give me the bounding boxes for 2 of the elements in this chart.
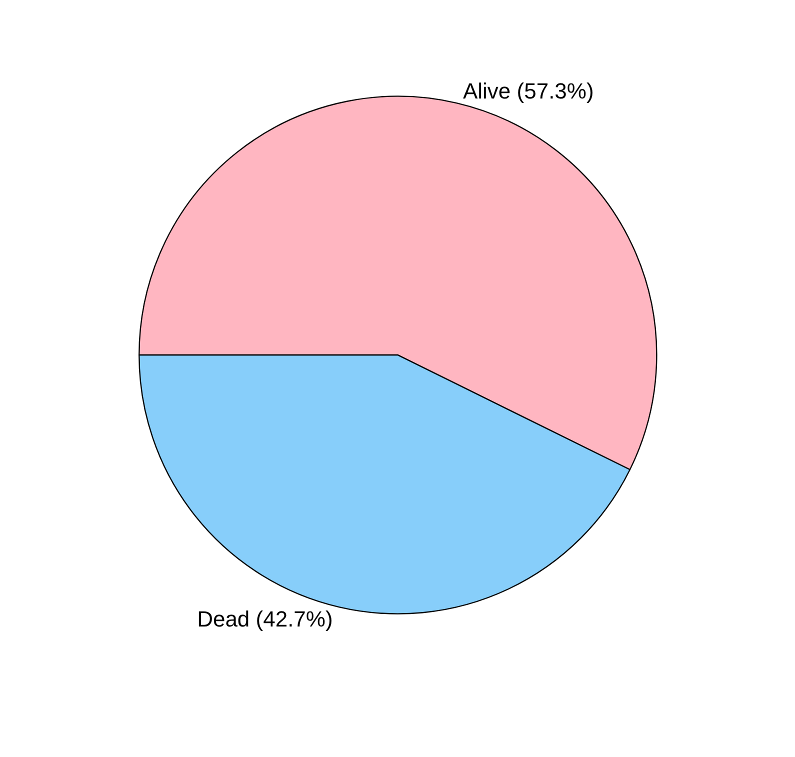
- slice-label: Dead (42.7%): [197, 606, 333, 632]
- slice-label: Alive (57.3%): [462, 78, 594, 104]
